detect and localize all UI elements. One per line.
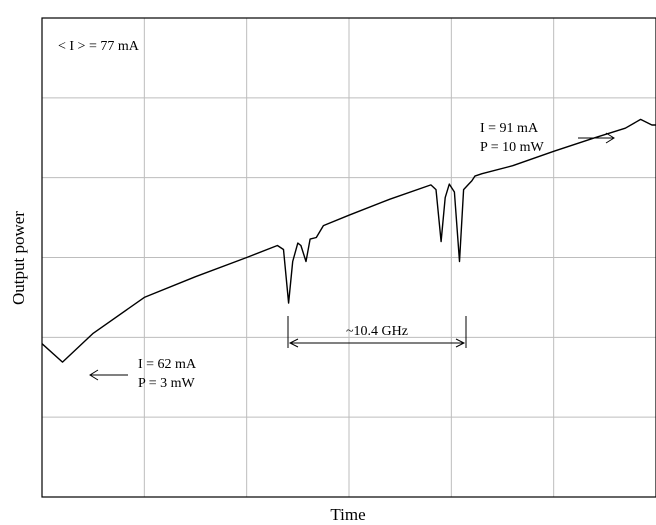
start-current-annotation: I = 62 mA bbox=[138, 357, 197, 372]
plot-frame bbox=[41, 17, 656, 498]
spacing-annotation: ~10.4 GHz bbox=[346, 324, 408, 339]
mean-current-annotation: < I > = 77 mA bbox=[58, 39, 140, 54]
start-arrow bbox=[89, 369, 128, 381]
end-power-annotation: P = 10 mW bbox=[480, 140, 545, 155]
y-axis-label: Output power bbox=[9, 211, 28, 305]
x-axis-label: Time bbox=[330, 505, 365, 524]
spacing-marker bbox=[287, 316, 467, 348]
grid-lines bbox=[42, 18, 656, 497]
end-current-annotation: I = 91 mA bbox=[480, 121, 539, 136]
series-line bbox=[41, 118, 656, 363]
start-power-annotation: P = 3 mW bbox=[138, 376, 196, 391]
end-arrow bbox=[578, 132, 615, 144]
